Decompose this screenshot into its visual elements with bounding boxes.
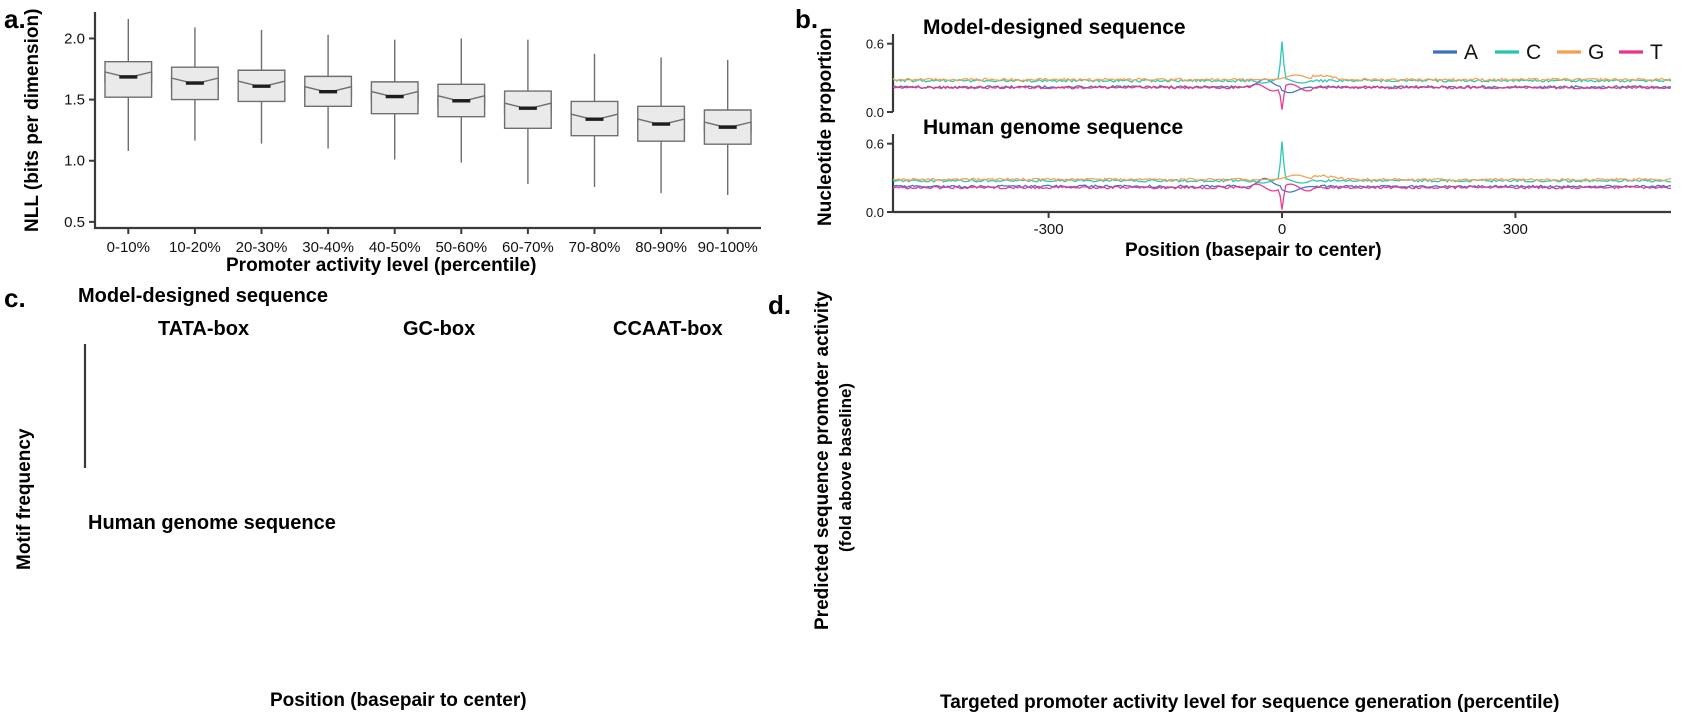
svg-text:T: T	[1650, 41, 1663, 64]
svg-text:300: 300	[1503, 221, 1528, 238]
svg-text:G: G	[1588, 41, 1604, 64]
svg-text:20-30%: 20-30%	[236, 239, 288, 256]
svg-text:0-10%: 0-10%	[107, 239, 150, 256]
svg-text:80-90%: 80-90%	[635, 239, 687, 256]
panel-a-ylabel: NLL (bits per dimension)	[22, 8, 43, 232]
panel-b-ylabel: Nucleotide proportion	[815, 27, 836, 226]
panel-c-row-title-human: Human genome sequence	[88, 512, 336, 534]
panel-a-xlabel: Promoter activity level (percentile)	[226, 255, 537, 276]
panel-c-ylabel: Motif frequency	[14, 428, 35, 570]
panel-a-letter: a.	[4, 4, 26, 34]
svg-text:60-70%: 60-70%	[502, 239, 554, 256]
svg-text:30-40%: 30-40%	[302, 239, 354, 256]
panel-d-ylabel-1: Predicted sequence promoter activity	[812, 291, 833, 630]
panel-b-plot: 0.6 0.0 0.6 0.0 -300 0 300 A C G T Model-designed s…	[866, 16, 1672, 238]
svg-text:50-60%: 50-60%	[435, 239, 487, 256]
panel-c-row-title-model: Model-designed sequence	[78, 285, 329, 307]
svg-text:1.0: 1.0	[64, 153, 85, 170]
svg-text:0.6: 0.6	[866, 137, 884, 152]
svg-text:40-50%: 40-50%	[369, 239, 421, 256]
svg-text:Model-designed sequence: Model-designed sequence	[923, 16, 1186, 39]
panel-c-xlabel: Position (basepair to center)	[270, 690, 527, 711]
panel-c-col-title-tata: TATA-box	[158, 318, 250, 340]
panel-d-letter: d.	[768, 290, 792, 320]
svg-text:0.0: 0.0	[866, 205, 884, 220]
panel-b-xlabel: Position (basepair to center)	[1125, 240, 1382, 261]
panel-a-plot: 2.0 1.5 1.0 0.5 0-10% 10-20% 20-30% 30-40% 40-50…	[64, 12, 761, 256]
svg-text:-300: -300	[1034, 221, 1064, 238]
panel-c-col-title-ccaat: CCAAT-box	[613, 318, 723, 340]
svg-text:Human genome sequence: Human genome sequence	[923, 116, 1183, 139]
svg-text:0.6: 0.6	[866, 37, 884, 52]
svg-text:70-80%: 70-80%	[569, 239, 621, 256]
svg-text:A: A	[1464, 41, 1478, 64]
svg-text:10-20%: 10-20%	[169, 239, 221, 256]
svg-text:0: 0	[1278, 221, 1286, 238]
svg-text:0.5: 0.5	[64, 214, 85, 231]
svg-text:2.0: 2.0	[64, 30, 85, 47]
svg-text:C: C	[1526, 41, 1541, 64]
svg-text:90-100%: 90-100%	[698, 239, 758, 256]
panel-b-letter: b.	[795, 4, 819, 34]
panel-d-plot	[845, 290, 1675, 660]
panel-c-letter: c.	[4, 283, 26, 313]
panel-c-col-title-gc: GC-box	[403, 318, 476, 340]
panel-d-xlabel: Targeted promoter activity level for seq…	[940, 692, 1560, 713]
svg-text:0.0: 0.0	[866, 105, 884, 120]
svg-text:1.5: 1.5	[64, 92, 85, 109]
panel-c-plots	[83, 344, 87, 468]
